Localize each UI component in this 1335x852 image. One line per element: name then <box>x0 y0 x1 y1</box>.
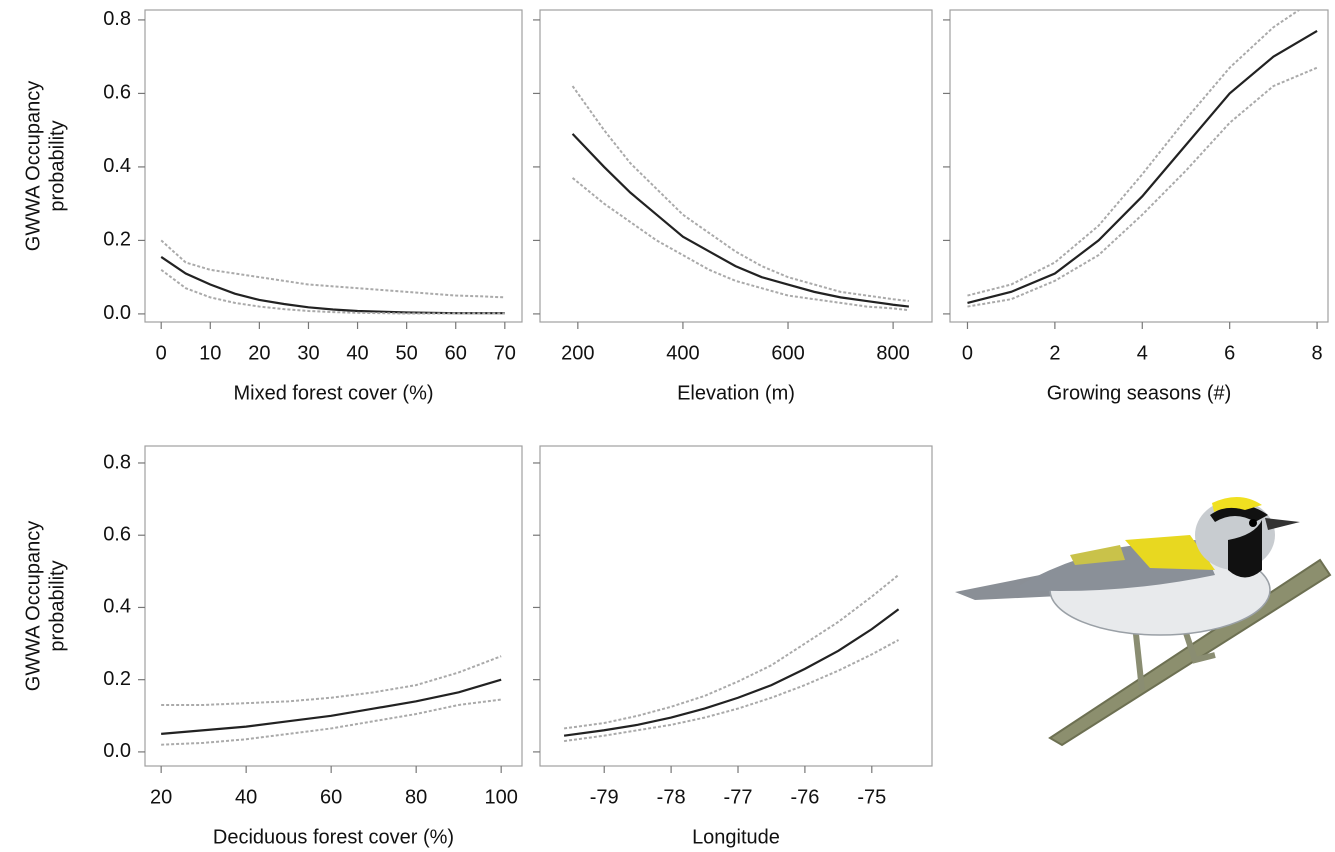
x-tick-label: 30 <box>297 342 319 364</box>
x-tick-label: -75 <box>857 786 886 808</box>
x-tick-label: 60 <box>320 786 342 808</box>
y-axis-label: probability <box>46 560 68 651</box>
x-tick-label: 60 <box>445 342 467 364</box>
x-tick-label: 4 <box>1137 342 1148 364</box>
x-tick-label: 2 <box>1049 342 1060 364</box>
panel: -79 -78 -77 -76 -75 Longitude <box>533 445 933 848</box>
x-tick-label: 0 <box>156 342 167 364</box>
y-tick-label: 0.0 <box>103 740 131 762</box>
line-series <box>967 66 1318 308</box>
line-series <box>161 678 502 735</box>
y-tick-label: 0.6 <box>103 523 131 545</box>
panel: 0.0 0.2 0.4 0.6 0.8 20 40 60 80 100 Deciduous fore… <box>22 445 523 848</box>
x-axis-label: Growing seasons (#) <box>1047 382 1232 404</box>
x-tick-label: 6 <box>1224 342 1235 364</box>
x-tick-label: -78 <box>657 786 686 808</box>
line-series <box>571 177 909 312</box>
x-axis-label: Elevation (m) <box>677 382 795 404</box>
x-axis-label: Mixed forest cover (%) <box>233 382 433 404</box>
plot-frame <box>539 445 933 767</box>
panel: 200 400 600 800 Elevation (m) <box>533 9 933 404</box>
line-series <box>563 608 900 737</box>
line-series <box>571 85 909 303</box>
line-series <box>563 574 900 730</box>
line-series <box>571 133 910 308</box>
line-series <box>967 30 1318 304</box>
x-axis-label: Deciduous forest cover (%) <box>213 826 454 848</box>
x-axis-label: Longitude <box>692 826 780 848</box>
x-tick-label: 100 <box>484 786 517 808</box>
x-tick-label: 50 <box>396 342 418 364</box>
y-tick-label: 0.8 <box>103 8 131 30</box>
x-tick-label: 80 <box>405 786 427 808</box>
y-tick-label: 0.2 <box>103 229 131 251</box>
y-tick-label: 0.4 <box>103 155 131 177</box>
bird-illustration <box>955 496 1332 747</box>
x-tick-label: 0 <box>962 342 973 364</box>
panel: 0.0 0.2 0.4 0.6 0.8 0 10 20 30 40 50 60 70 Mixed fore… <box>22 8 523 404</box>
x-tick-label: 40 <box>346 342 368 364</box>
y-tick-label: 0.0 <box>103 302 131 324</box>
x-tick-label: -77 <box>724 786 753 808</box>
x-tick-label: -79 <box>590 786 619 808</box>
plot-frame <box>144 445 523 767</box>
y-axis-label: probability <box>46 120 68 211</box>
line-series <box>563 639 900 743</box>
line-series <box>161 655 502 706</box>
line-series <box>160 269 505 315</box>
x-tick-label: 20 <box>248 342 270 364</box>
y-tick-label: 0.6 <box>103 82 131 104</box>
x-tick-label: -76 <box>790 786 819 808</box>
y-tick-label: 0.4 <box>103 596 131 618</box>
y-axis-label: GWWA Occupancy <box>22 81 44 251</box>
x-tick-label: 800 <box>876 342 909 364</box>
x-tick-label: 40 <box>235 786 257 808</box>
x-tick-label: 10 <box>199 342 221 364</box>
x-tick-label: 400 <box>666 342 699 364</box>
y-tick-label: 0.2 <box>103 668 131 690</box>
panel: 0 2 4 6 8 Growing seasons (#) <box>943 9 1329 404</box>
y-tick-label: 0.8 <box>103 451 131 473</box>
plot-frame <box>144 9 523 323</box>
y-axis-label: GWWA Occupancy <box>22 521 44 691</box>
x-tick-label: 8 <box>1312 342 1323 364</box>
x-tick-label: 200 <box>561 342 594 364</box>
x-tick-label: 600 <box>771 342 804 364</box>
x-tick-label: 20 <box>150 786 172 808</box>
line-series <box>160 239 505 299</box>
plot-frame <box>949 9 1329 323</box>
plot-frame <box>539 9 933 323</box>
line-series <box>967 10 1301 297</box>
x-tick-label: 70 <box>494 342 516 364</box>
line-series <box>161 698 502 746</box>
